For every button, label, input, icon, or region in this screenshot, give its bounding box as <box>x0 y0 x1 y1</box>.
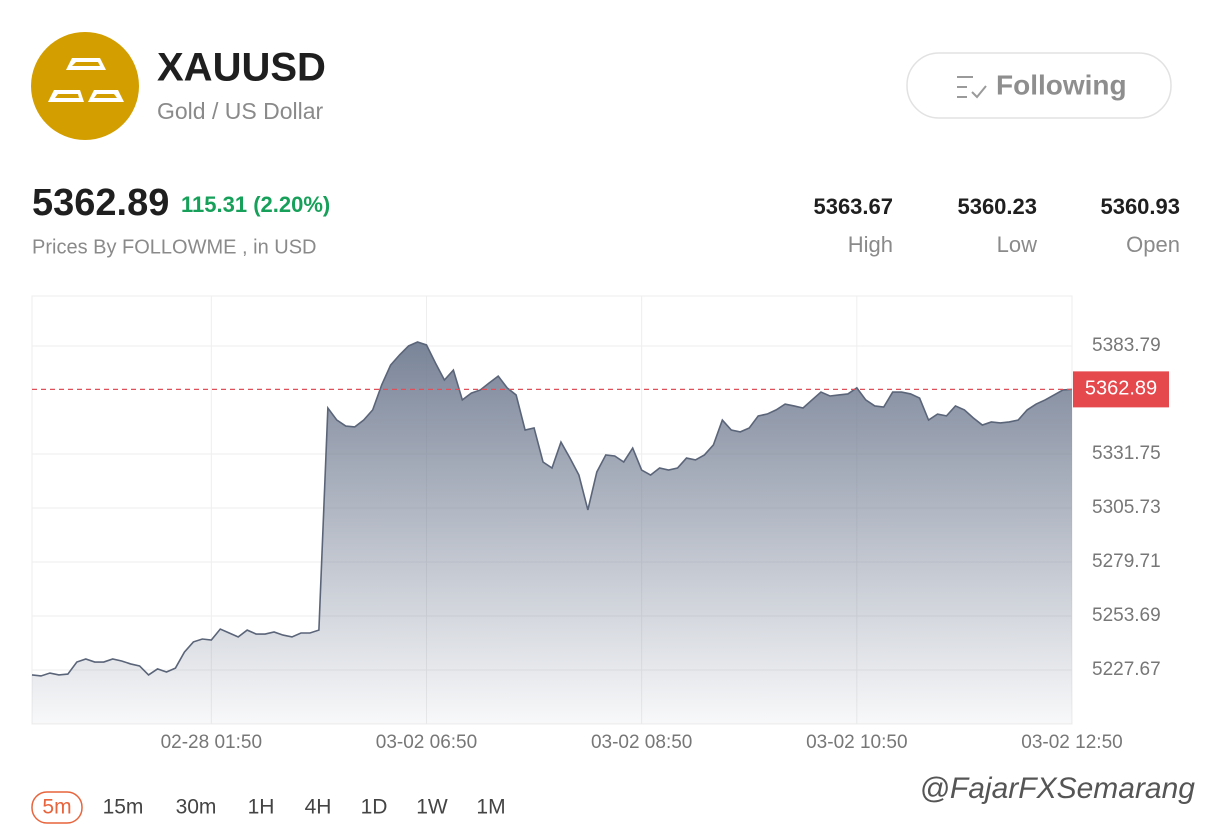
stat-label: Open <box>1126 232 1180 257</box>
x-tick-label: 03-02 10:50 <box>806 732 907 753</box>
timeframe-option[interactable]: 1D <box>361 796 388 819</box>
current-price-label: 5362.89 <box>1085 378 1157 400</box>
timeframe-bar: 5m 15m 30m 1H 4H 1D 1W 1M <box>31 791 506 824</box>
price-change: 115.31 (2.20%) <box>181 192 330 217</box>
timeframe-option[interactable]: 5m <box>42 796 71 819</box>
timeframe-option[interactable]: 1H <box>248 796 275 819</box>
price-line <box>31 341 1073 677</box>
y-tick-label: 5331.75 <box>1092 443 1161 464</box>
price: 5362.89 <box>32 182 169 224</box>
timeframe-option[interactable]: 30m <box>176 796 217 819</box>
button-label[interactable]: Following <box>996 69 1127 100</box>
gold-icon <box>31 32 139 140</box>
symbol: XAUUSD <box>157 46 326 90</box>
y-tick-label: 5227.67 <box>1092 659 1161 680</box>
x-tick-label: 03-02 08:50 <box>591 732 692 753</box>
stat-label: High <box>848 232 893 257</box>
current-price-tag <box>1073 371 1169 408</box>
y-tick-label: 5279.71 <box>1092 551 1161 572</box>
watermark: @FajarFXSemarang <box>919 772 1195 805</box>
x-tick-label: 03-02 12:50 <box>1021 732 1122 753</box>
timeframe-option[interactable]: 1W <box>416 796 448 819</box>
y-tick-label: 5253.69 <box>1092 605 1161 626</box>
timeframe-option[interactable]: 4H <box>305 796 332 819</box>
timeframe-selected[interactable] <box>31 791 83 824</box>
y-tick-label: 5383.79 <box>1092 335 1161 356</box>
timeframe-option[interactable]: 15m <box>103 796 144 819</box>
timeframe-option[interactable]: 1M <box>476 796 505 819</box>
x-tick-label: 03-02 06:50 <box>376 732 477 753</box>
stat-value: 5363.67 <box>813 194 893 219</box>
price-chart: 5227.67 5253.69 5279.71 5305.73 5331.75 5383.… <box>31 296 1169 753</box>
stat-label: Low <box>997 232 1037 257</box>
stat-value: 5360.23 <box>957 194 1037 219</box>
stat-value: 5360.93 <box>1100 194 1180 219</box>
instrument-name: Gold / US Dollar <box>157 98 324 124</box>
price-source: Prices By FOLLOWME , in USD <box>32 236 317 258</box>
y-tick-label: 5305.73 <box>1092 497 1161 518</box>
x-tick-label: 02-28 01:50 <box>161 732 262 753</box>
following-button[interactable]: Following <box>906 52 1172 119</box>
price-area <box>32 342 1072 724</box>
